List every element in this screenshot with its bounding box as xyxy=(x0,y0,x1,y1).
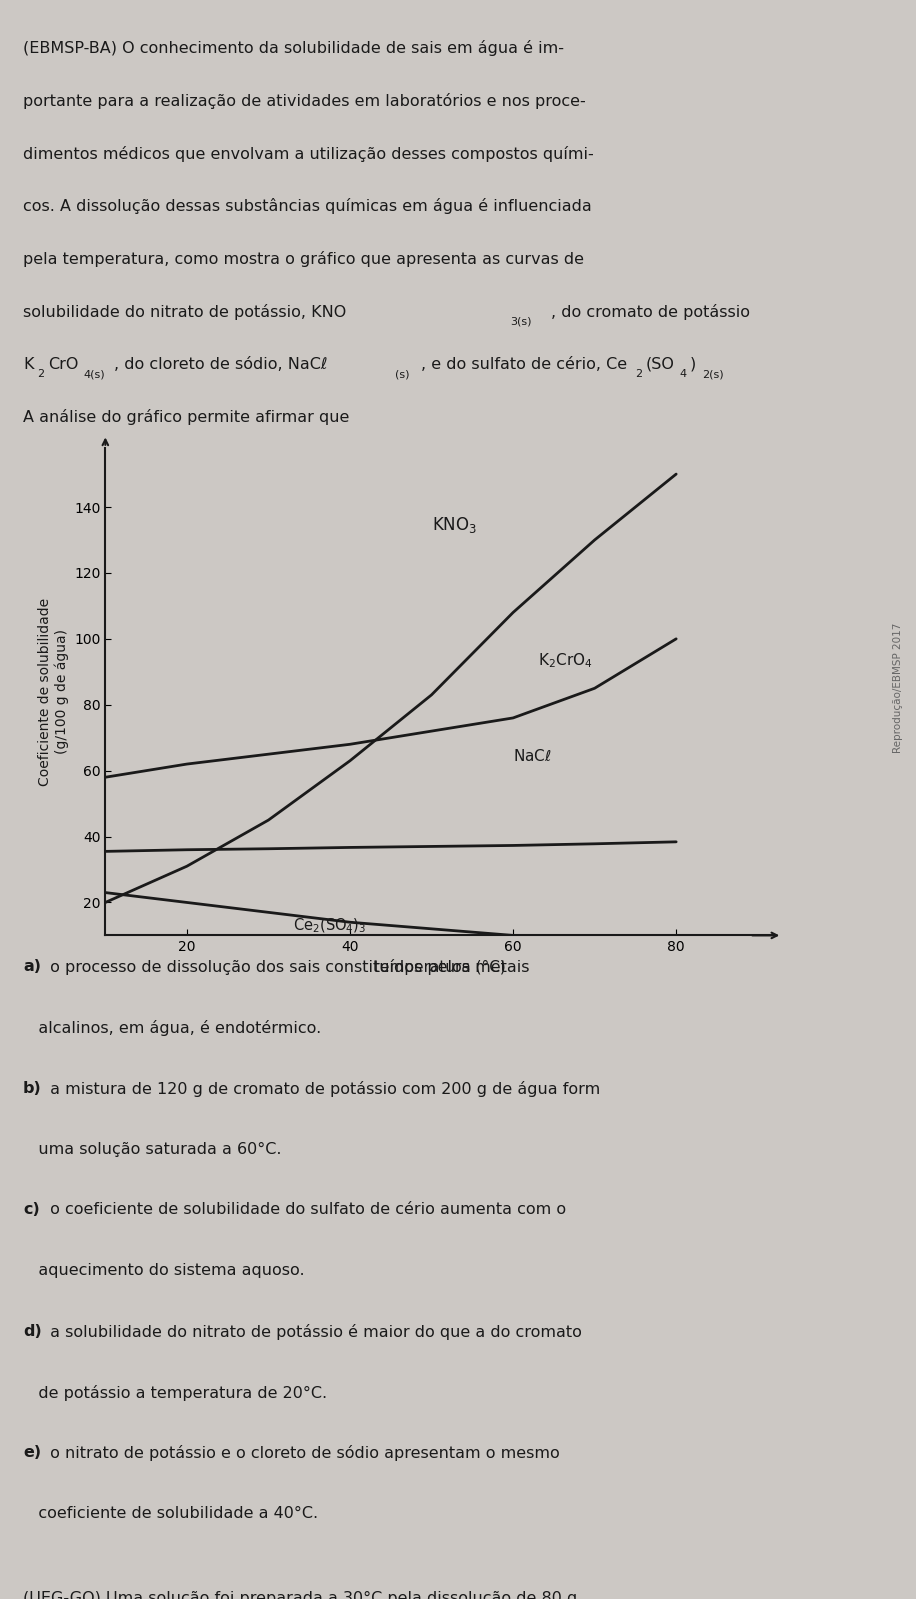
Text: de potássio a temperatura de 20°C.: de potássio a temperatura de 20°C. xyxy=(23,1385,327,1401)
Text: b): b) xyxy=(23,1081,41,1095)
Text: uma solução saturada a 60°C.: uma solução saturada a 60°C. xyxy=(23,1142,281,1156)
Text: aquecimento do sistema aquoso.: aquecimento do sistema aquoso. xyxy=(23,1263,304,1278)
Text: NaC$\ell$: NaC$\ell$ xyxy=(513,748,551,764)
Text: (EBMSP-BA) O conhecimento da solubilidade de sais em água é im-: (EBMSP-BA) O conhecimento da solubilidad… xyxy=(23,40,564,56)
Text: A análise do gráfico permite afirmar que: A análise do gráfico permite afirmar que xyxy=(23,409,349,425)
Text: (s): (s) xyxy=(395,369,409,379)
Text: solubilidade do nitrato de potássio, KNO: solubilidade do nitrato de potássio, KNO xyxy=(23,304,346,320)
Text: coeficiente de solubilidade a 40°C.: coeficiente de solubilidade a 40°C. xyxy=(23,1506,318,1521)
Text: portante para a realização de atividades em laboratórios e nos proce-: portante para a realização de atividades… xyxy=(23,93,585,109)
Text: 2: 2 xyxy=(38,369,45,379)
Text: ): ) xyxy=(690,357,696,371)
Text: o processo de dissolução dos sais constituídos pelos metais: o processo de dissolução dos sais consti… xyxy=(45,959,529,975)
Text: o nitrato de potássio e o cloreto de sódio apresentam o mesmo: o nitrato de potássio e o cloreto de sód… xyxy=(45,1445,560,1461)
Text: K: K xyxy=(23,357,33,371)
Text: 4: 4 xyxy=(680,369,687,379)
Text: cos. A dissolução dessas substâncias químicas em água é influenciada: cos. A dissolução dessas substâncias quí… xyxy=(23,198,592,214)
Text: (UEG-GO) Uma solução foi preparada a 30°C pela dissolução de 80 g: (UEG-GO) Uma solução foi preparada a 30°… xyxy=(23,1591,577,1599)
Text: alcalinos, em água, é endotérmico.: alcalinos, em água, é endotérmico. xyxy=(23,1020,322,1036)
Text: 2: 2 xyxy=(635,369,642,379)
Y-axis label: Coeficiente de solubilidade
(g/100 g de água): Coeficiente de solubilidade (g/100 g de … xyxy=(38,598,69,785)
Text: a solubilidade do nitrato de potássio é maior do que a do cromato: a solubilidade do nitrato de potássio é … xyxy=(45,1324,582,1340)
Text: a mistura de 120 g de cromato de potássio com 200 g de água form: a mistura de 120 g de cromato de potássi… xyxy=(45,1081,600,1097)
Text: , do cloreto de sódio, NaCℓ: , do cloreto de sódio, NaCℓ xyxy=(114,357,328,371)
Text: 2(s): 2(s) xyxy=(703,369,725,379)
Text: a): a) xyxy=(23,959,41,974)
Text: CrO: CrO xyxy=(48,357,78,371)
Text: (SO: (SO xyxy=(646,357,675,371)
Text: 4(s): 4(s) xyxy=(83,369,105,379)
Text: dimentos médicos que envolvam a utilização desses compostos quími-: dimentos médicos que envolvam a utilizaç… xyxy=(23,146,594,161)
Text: c): c) xyxy=(23,1202,39,1217)
Text: K$_2$CrO$_4$: K$_2$CrO$_4$ xyxy=(538,651,592,670)
Text: e): e) xyxy=(23,1445,41,1460)
Text: Ce$_2$(SO$_4$)$_3$: Ce$_2$(SO$_4$)$_3$ xyxy=(293,916,366,935)
Text: , do cromato de potássio: , do cromato de potássio xyxy=(551,304,749,320)
Text: Reprodução/EBMSP 2017: Reprodução/EBMSP 2017 xyxy=(893,622,903,753)
Text: d): d) xyxy=(23,1324,41,1338)
Text: pela temperatura, como mostra o gráfico que apresenta as curvas de: pela temperatura, como mostra o gráfico … xyxy=(23,251,583,267)
Text: , e do sulfato de cério, Ce: , e do sulfato de cério, Ce xyxy=(421,357,627,371)
Text: 3(s): 3(s) xyxy=(510,317,531,326)
Text: KNO$_3$: KNO$_3$ xyxy=(431,515,476,536)
X-axis label: temperatura (°C): temperatura (°C) xyxy=(374,959,506,975)
Text: o coeficiente de solubilidade do sulfato de cério aumenta com o: o coeficiente de solubilidade do sulfato… xyxy=(45,1202,566,1217)
